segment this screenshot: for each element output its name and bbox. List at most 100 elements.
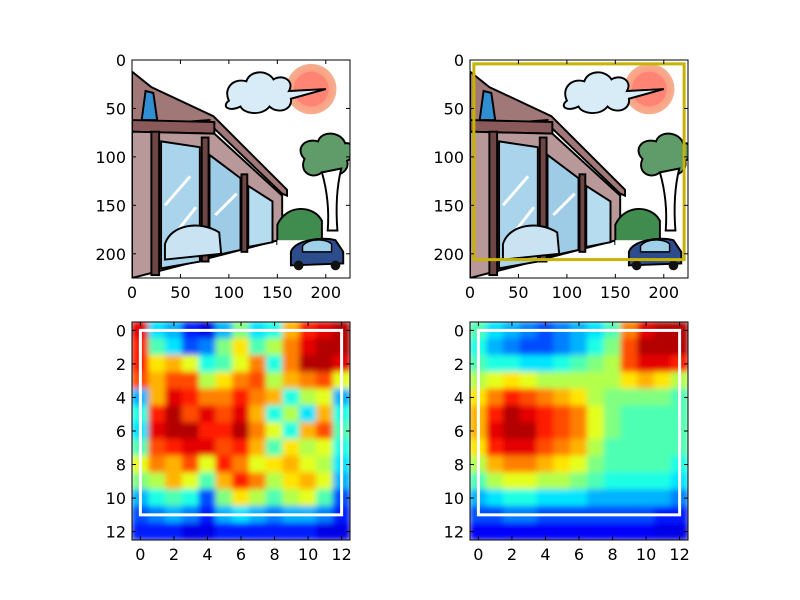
heatmap-cell [215,489,234,507]
x-tick-label: 50 [170,283,190,302]
heatmap-cell [315,371,334,390]
heatmap-cell [198,405,217,424]
x-tick-label: 150 [600,283,631,302]
x-tick-label: 12 [669,545,689,564]
heatmap-cell [603,371,622,390]
heatmap-cell [299,422,317,440]
y-tick-label: 0 [116,321,126,340]
heatmap-cell [215,405,234,424]
heatmap-cell [586,405,605,424]
heatmap-cell [519,388,538,407]
heatmap-cell [299,338,317,357]
axes-frame [131,59,351,279]
heatmap-cell [620,338,639,357]
heatmap-cell [653,371,672,390]
heatmap-cell [503,489,521,507]
y-tick-label: 8 [454,456,464,475]
heatmap-cell [637,489,655,507]
heatmap-cell [265,355,284,373]
heatmap-cell [486,472,505,491]
heatmap-cell [315,489,334,507]
y-tick-label: 4 [454,388,464,407]
x-tick-label: 8 [607,545,617,564]
heatmap-cell [637,422,655,440]
y-tick-label: 4 [116,388,126,407]
heatmap-cell [232,422,250,440]
heatmap-cell [637,405,655,424]
heatmap-cell [570,455,588,474]
heatmap-cell [315,338,334,357]
x-tick-label: 0 [473,545,483,564]
heatmap-cell [232,405,250,424]
heatmap-cell [536,422,555,440]
heatmap-cell [653,422,672,440]
heatmap-cell [248,405,267,424]
x-tick-label: 10 [636,545,656,564]
heatmap-cell [519,355,538,373]
heatmap-cell [299,455,317,474]
x-tick-label: 10 [298,545,318,564]
heatmap-cell [265,338,284,357]
heatmap-cell [282,405,301,424]
heatmap-cell [503,455,521,474]
heatmap-cell [198,422,217,440]
heatmap-cell [315,388,334,407]
heatmap-cell [181,388,200,407]
heatmap-cell [553,422,572,440]
heatmap-cell [148,405,167,424]
heatmap-cell [315,472,334,491]
heatmap-cell [248,371,267,390]
heatmap-cell [637,455,655,474]
heatmap-cell [299,355,317,373]
heatmap-cell [637,522,655,540]
x-tick-label: 200 [311,283,342,302]
x-tick-label: 0 [135,545,145,564]
heatmap-cell [486,438,505,457]
heatmap-cell [148,489,167,507]
heatmap-cell [148,388,167,407]
heatmap-cell [553,455,572,474]
heatmap-cell [148,422,167,440]
heatmap-cell [586,455,605,474]
heatmap-cell [553,405,572,424]
heatmap-cell [165,388,183,407]
heatmap-cell [282,388,301,407]
heatmap-cell [148,371,167,390]
heatmap-cell [519,522,538,540]
y-tick-label: 8 [116,456,126,475]
heatmap-cell [503,522,521,540]
heatmap-cell [653,522,672,540]
heatmap-cell [165,371,183,390]
heatmap-cell [165,455,183,474]
heatmap-cell [620,371,639,390]
x-tick-label: 150 [262,283,293,302]
heatmap-cell [570,388,588,407]
heatmap-cell [232,355,250,373]
heatmap-cell [198,371,217,390]
heatmap-cell [519,455,538,474]
heatmap-cell [637,438,655,457]
heatmap-cell [299,371,317,390]
heatmap-cell [282,455,301,474]
bounding-box [476,328,682,517]
heatmap-cell [620,422,639,440]
heatmap-cell [132,522,150,540]
heatmap-cell [603,422,622,440]
heatmap-cell [653,455,672,474]
heatmap-cell [248,489,267,507]
heatmap-cell [165,489,183,507]
heatmap-cell [181,522,200,540]
heatmap-cell [181,422,200,440]
heatmap-cell [570,371,588,390]
heatmap-cell [181,355,200,373]
heatmap-cell [248,422,267,440]
heatmap-cell [181,405,200,424]
heatmap-cell [265,522,284,540]
heatmap-cell [570,355,588,373]
heatmap-cell [536,472,555,491]
heatmap-cell [148,472,167,491]
heatmap-cell [620,405,639,424]
heatmap-cell [586,338,605,357]
y-tick-label: 50 [106,99,126,118]
heatmap-cell [215,522,234,540]
